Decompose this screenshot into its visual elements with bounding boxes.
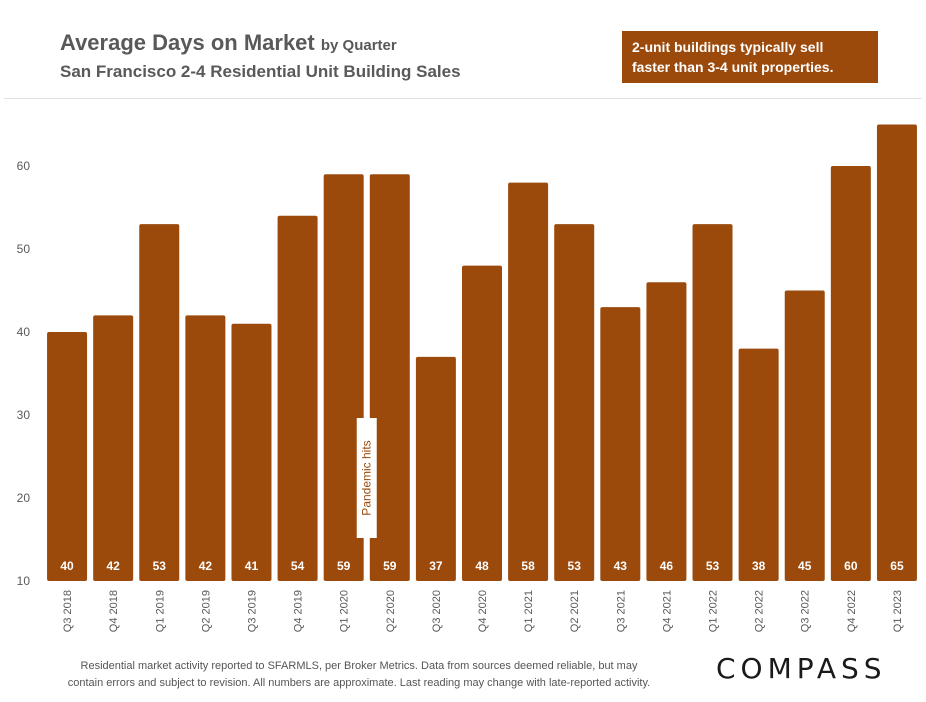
x-tick-label: Q2 2019 xyxy=(200,590,212,632)
y-tick-label: 60 xyxy=(17,159,31,173)
bar-q2-2020 xyxy=(369,174,410,582)
chart-title: Average Days on Market by Quarter xyxy=(60,30,397,56)
bar-q3-2018 xyxy=(47,332,88,581)
bar-q4-2019 xyxy=(277,215,318,582)
bar-value-label: 53 xyxy=(568,559,582,573)
y-tick-label: 40 xyxy=(17,325,31,339)
footnote-line-2: contain errors and subject to revision. … xyxy=(67,677,651,689)
bar-value-label: 40 xyxy=(60,559,74,573)
bar-q4-2021 xyxy=(646,282,687,581)
y-tick-label: 30 xyxy=(17,408,31,422)
x-tick-label: Q4 2022 xyxy=(846,590,858,632)
x-tick-label: Q4 2019 xyxy=(293,590,305,632)
footnote-line-1: Residential market activity reported to … xyxy=(80,660,638,672)
bar-value-label: 41 xyxy=(245,559,259,573)
bar-value-label: 65 xyxy=(890,559,904,573)
x-tick-label: Q2 2022 xyxy=(754,590,766,632)
x-tick-label: Q3 2022 xyxy=(800,590,812,632)
source-footnote: Residential market activity reported to … xyxy=(14,658,704,692)
y-tick-label: 50 xyxy=(17,242,31,256)
insight-callout: 2-unit buildings typically sell faster t… xyxy=(622,31,878,83)
y-tick-label: 20 xyxy=(17,491,31,505)
x-tick-label: Q1 2022 xyxy=(708,590,720,632)
bar-value-label: 59 xyxy=(337,559,351,573)
x-tick-label: Q3 2020 xyxy=(431,590,443,632)
bar-q3-2019 xyxy=(231,323,272,581)
x-tick-label: Q4 2018 xyxy=(108,590,120,632)
bar-value-label: 60 xyxy=(844,559,858,573)
bar-q2-2021 xyxy=(554,224,595,581)
bar-q2-2022 xyxy=(738,348,779,581)
x-tick-label: Q1 2019 xyxy=(154,590,166,632)
x-tick-label: Q3 2018 xyxy=(62,590,74,632)
x-tick-label: Q4 2021 xyxy=(661,590,673,632)
y-axis: 10 20 30 40 50 60 xyxy=(17,159,31,588)
x-tick-label: Q1 2023 xyxy=(892,590,904,632)
bar-q1-2023 xyxy=(876,124,917,581)
x-tick-label: Q4 2020 xyxy=(477,590,489,632)
bar-value-label: 45 xyxy=(798,559,812,573)
pandemic-annotation-box xyxy=(356,418,377,538)
bar-q4-2020 xyxy=(462,265,502,581)
y-tick-label: 10 xyxy=(17,574,31,588)
bar-q4-2022 xyxy=(830,166,871,581)
chart-header: Average Days on Market by Quarter San Fr… xyxy=(0,0,926,98)
bar-q1-2019 xyxy=(139,224,180,581)
bar-value-label: 58 xyxy=(521,559,535,573)
chart-title-suffix: by Quarter xyxy=(320,37,397,54)
bar-q4-2018 xyxy=(93,315,134,581)
chart-subtitle: San Francisco 2-4 Residential Unit Build… xyxy=(60,62,461,81)
compass-logo: COMPASS xyxy=(716,652,887,685)
bar-value-label: 59 xyxy=(383,559,397,573)
bar-value-label: 43 xyxy=(614,559,628,573)
bar-value-label: 53 xyxy=(153,559,167,573)
bar-value-label: 37 xyxy=(429,559,443,573)
bar-q2-2019 xyxy=(185,315,226,581)
callout-line-2: faster than 3-4 unit properties. xyxy=(632,59,834,75)
x-tick-label: Q1 2020 xyxy=(339,590,351,632)
bar-value-label: 42 xyxy=(199,559,213,573)
bar-q3-2020 xyxy=(415,356,456,581)
bars: 40 42 53 42 41 54 59 59 37 48 58 53 43 46 53 38 45 60 65 xyxy=(47,124,917,582)
pandemic-annotation: Pandemic hits xyxy=(360,440,374,515)
bar-q3-2022 xyxy=(784,290,825,581)
bar-q1-2021 xyxy=(508,182,549,581)
bar-value-label: 48 xyxy=(475,559,489,573)
x-tick-label: Q3 2021 xyxy=(615,590,627,632)
x-axis: Q3 2018 Q4 2018 Q1 2019 Q2 2019 Q3 2019 Q4 20… xyxy=(62,590,904,632)
annotations: Pandemic hits xyxy=(356,418,377,538)
bar-q1-2022 xyxy=(692,224,733,581)
bar-value-label: 54 xyxy=(291,559,305,573)
x-tick-label: Q1 2021 xyxy=(523,590,535,632)
bar-value-label: 42 xyxy=(106,559,120,573)
bar-value-label: 46 xyxy=(660,559,674,573)
x-tick-label: Q2 2020 xyxy=(385,590,397,632)
bar-value-label: 38 xyxy=(752,559,766,573)
bar-q1-2020 xyxy=(323,174,364,582)
x-tick-label: Q2 2021 xyxy=(569,590,581,632)
bar-value-label: 53 xyxy=(706,559,720,573)
x-tick-label: Q3 2019 xyxy=(246,590,258,632)
chart-title-main: Average Days on Market xyxy=(60,30,315,55)
callout-line-1: 2-unit buildings typically sell xyxy=(632,39,824,55)
bar-q3-2021 xyxy=(600,307,641,581)
